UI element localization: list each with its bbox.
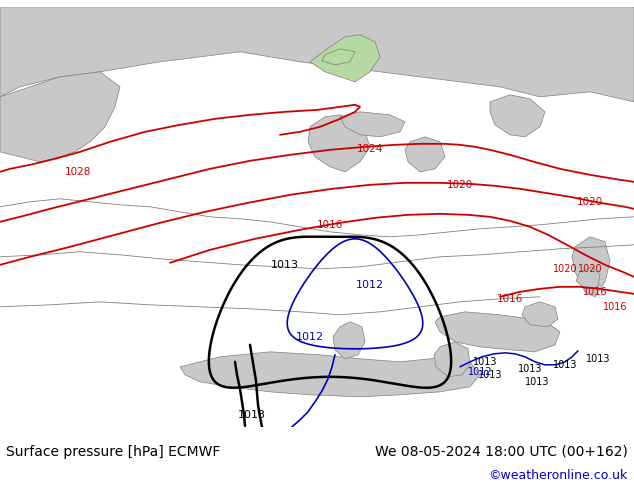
Text: 1016: 1016	[603, 302, 627, 312]
Polygon shape	[180, 352, 480, 397]
Text: We 08-05-2024 18:00 UTC (00+162): We 08-05-2024 18:00 UTC (00+162)	[375, 445, 628, 459]
Text: 1016: 1016	[497, 294, 523, 304]
Polygon shape	[322, 49, 355, 65]
Text: 1013: 1013	[473, 357, 497, 367]
Text: 1013: 1013	[525, 377, 549, 387]
Text: 1020: 1020	[577, 197, 603, 207]
Text: 1013: 1013	[478, 370, 502, 380]
Text: 1024: 1024	[357, 144, 383, 154]
Text: 1013: 1013	[518, 364, 542, 374]
Text: 1020: 1020	[447, 180, 473, 190]
Polygon shape	[333, 322, 365, 359]
Text: 1012: 1012	[468, 367, 493, 377]
Text: Surface pressure [hPa] ECMWF: Surface pressure [hPa] ECMWF	[6, 445, 221, 459]
Polygon shape	[434, 342, 470, 377]
Text: 1028: 1028	[65, 167, 91, 177]
Polygon shape	[0, 72, 120, 162]
Text: ©weatheronline.co.uk: ©weatheronline.co.uk	[489, 469, 628, 483]
Text: 1016: 1016	[317, 220, 343, 230]
Text: 1013: 1013	[271, 260, 299, 270]
Polygon shape	[405, 137, 445, 172]
Text: 1013: 1013	[238, 410, 266, 420]
Polygon shape	[522, 302, 558, 327]
Polygon shape	[310, 35, 380, 82]
Text: 1016: 1016	[583, 287, 607, 297]
Text: 1013: 1013	[586, 354, 611, 364]
Polygon shape	[308, 115, 370, 172]
Polygon shape	[572, 237, 610, 297]
Polygon shape	[340, 112, 405, 137]
Text: 1012: 1012	[296, 332, 324, 342]
Polygon shape	[490, 95, 545, 137]
Polygon shape	[0, 7, 634, 102]
Text: 1012: 1012	[356, 280, 384, 290]
Polygon shape	[435, 312, 560, 352]
Text: 1013: 1013	[553, 360, 577, 370]
Text: 1020: 1020	[553, 264, 578, 274]
Polygon shape	[576, 267, 600, 289]
Text: 1020: 1020	[578, 264, 602, 274]
